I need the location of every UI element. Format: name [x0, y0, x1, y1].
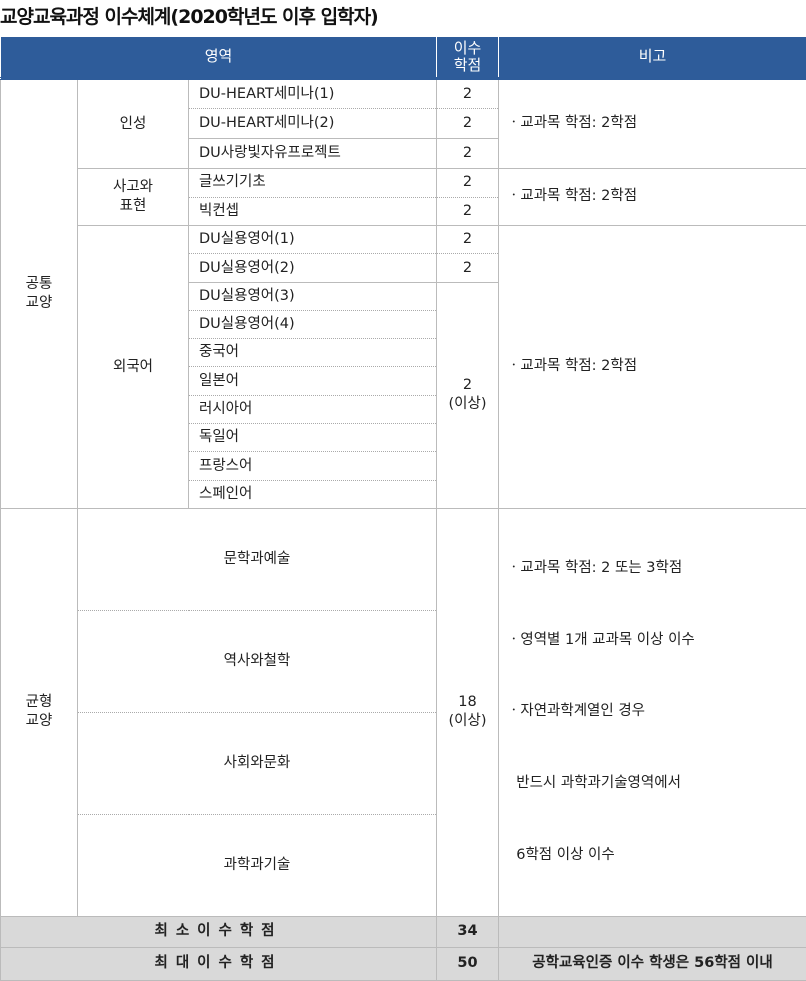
course-credit: 2 [437, 169, 499, 198]
course-credit: 2 [437, 197, 499, 226]
note-line: 6학점 이상 이수 [507, 844, 806, 868]
balanced-area: 문학과예술 [78, 508, 437, 610]
group-note: ㆍ교과목 학점: 2학점 [499, 169, 806, 226]
summary-credit: 50 [437, 947, 499, 980]
header-note: 비고 [499, 37, 806, 79]
summary-label: 최대이수학점 [1, 947, 437, 980]
table-row: 공통 교양 인성 DU-HEART세미나(1) 2 ㆍ교과목 학점: 2학점 [1, 79, 806, 109]
balanced-credit: 18 (이상) [437, 508, 499, 916]
course-name: 중국어 [189, 339, 437, 367]
group-name: 인성 [78, 79, 189, 169]
group-note: ㆍ교과목 학점: 2학점 [499, 79, 806, 169]
course-name: DU실용영어(1) [189, 226, 437, 254]
group-note: ㆍ교과목 학점: 2학점 [499, 226, 806, 509]
course-credit: 2 [437, 254, 499, 282]
summary-credit: 34 [437, 916, 499, 947]
course-name: DU-HEART세미나(2) [189, 109, 437, 139]
note-line: ㆍ교과목 학점: 2 또는 3학점 [507, 557, 806, 581]
course-name: 프랑스어 [189, 452, 437, 480]
table-row: 외국어 DU실용영어(1) 2 ㆍ교과목 학점: 2학점 [1, 226, 806, 254]
note-line: ㆍ영역별 1개 교과목 이상 이수 [507, 629, 806, 653]
course-name: DU실용영어(3) [189, 282, 437, 310]
course-name: 스페인어 [189, 480, 437, 508]
balanced-area: 역사와철학 [78, 610, 437, 712]
course-credit: 2 [437, 109, 499, 139]
summary-row-max: 최대이수학점 50 공학교육인증 이수 학생은 56학점 이내 [1, 947, 806, 980]
balanced-label: 균형 교양 [1, 508, 78, 916]
balanced-notes: ㆍ교과목 학점: 2 또는 3학점 ㆍ영역별 1개 교과목 이상 이수 ㆍ자연과… [499, 508, 806, 916]
course-name: 빅컨셉 [189, 197, 437, 226]
course-name: 독일어 [189, 424, 437, 452]
table-row: 사고와 표현 글쓰기기초 2 ㆍ교과목 학점: 2학점 [1, 169, 806, 198]
common-label: 공통 교양 [1, 79, 78, 509]
summary-note [499, 916, 806, 947]
table-row: 균형 교양 문학과예술 18 (이상) ㆍ교과목 학점: 2 또는 3학점 ㆍ영… [1, 508, 806, 610]
shared-credit: 2 (이상) [437, 282, 499, 508]
balanced-area: 사회와문화 [78, 712, 437, 814]
course-credit: 2 [437, 79, 499, 109]
balanced-area: 과학과기술 [78, 814, 437, 916]
course-name: 일본어 [189, 367, 437, 395]
course-name: 글쓰기기초 [189, 169, 437, 198]
course-name: 러시아어 [189, 395, 437, 423]
course-name: DU-HEART세미나(1) [189, 79, 437, 109]
header-credits: 이수 학점 [437, 37, 499, 79]
note-line: ㆍ자연과학계열인 경우 [507, 700, 806, 724]
page-title: 교양교육과정 이수체계(2020학년도 이후 입학자) [0, 2, 378, 29]
group-name: 사고와 표현 [78, 169, 189, 226]
summary-note: 공학교육인증 이수 학생은 56학점 이내 [499, 947, 806, 980]
curriculum-table: 영역 이수 학점 비고 공통 교양 인성 DU-HEART세미나(1) 2 ㆍ교… [0, 36, 806, 981]
group-name: 외국어 [78, 226, 189, 509]
summary-label: 최소이수학점 [1, 916, 437, 947]
course-name: DU실용영어(4) [189, 310, 437, 338]
course-credit: 2 [437, 226, 499, 254]
header-area: 영역 [1, 37, 437, 79]
table-header-row: 영역 이수 학점 비고 [1, 37, 806, 79]
note-line: 반드시 과학과기술영역에서 [507, 772, 806, 796]
course-credit: 2 [437, 139, 499, 169]
summary-row-min: 최소이수학점 34 [1, 916, 806, 947]
course-name: DU사랑빛자유프로젝트 [189, 139, 437, 169]
course-name: DU실용영어(2) [189, 254, 437, 282]
